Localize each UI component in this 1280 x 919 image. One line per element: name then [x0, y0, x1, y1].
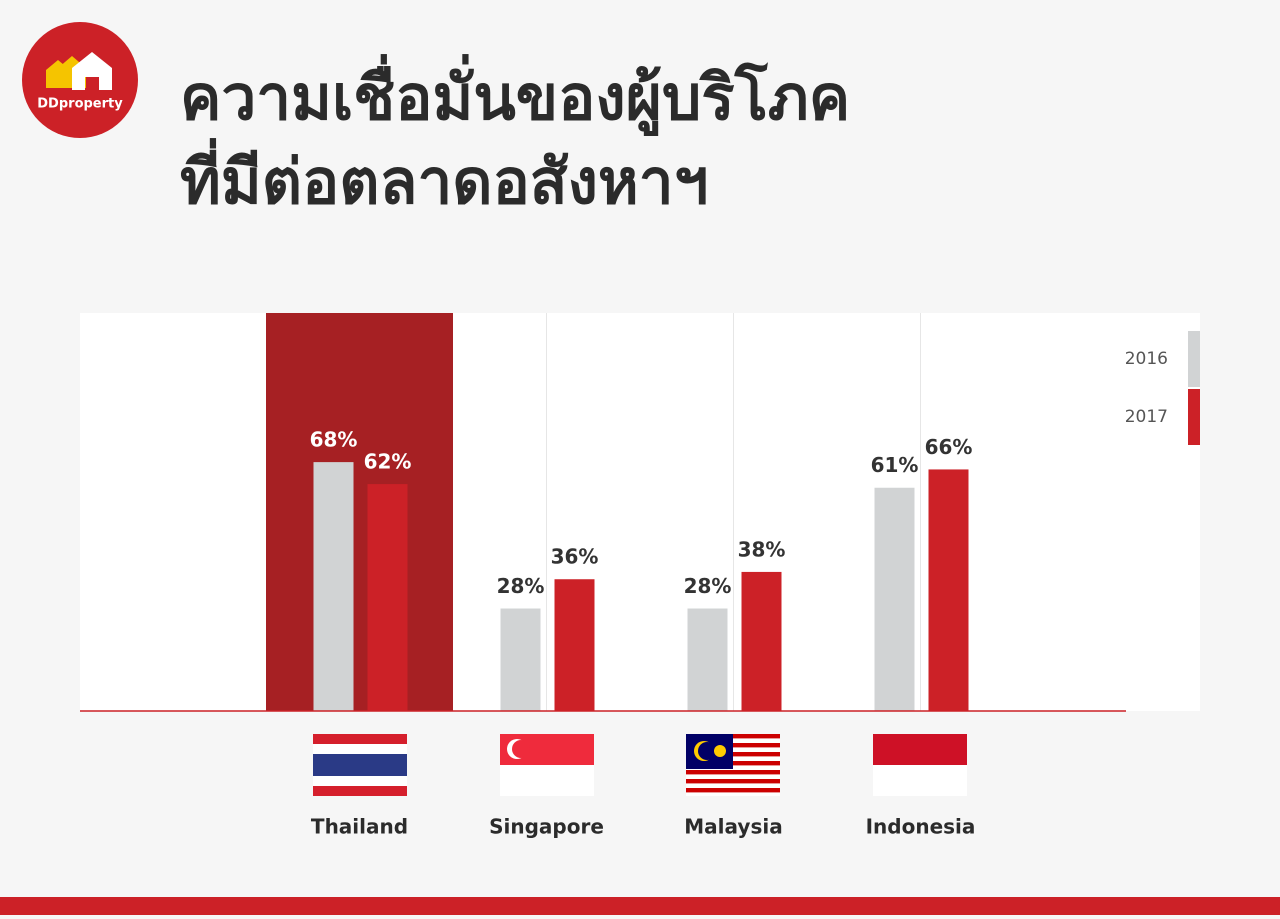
bar [741, 571, 782, 711]
flag-stripe [313, 734, 407, 744]
flag-stripe [686, 779, 780, 784]
flag-indonesia [873, 734, 967, 796]
value-label: 36% [551, 545, 599, 569]
value-label: 28% [497, 574, 545, 598]
bar [313, 462, 354, 711]
flag-stripe [873, 765, 967, 796]
flag-stripe [313, 786, 407, 796]
value-label: 66% [925, 435, 973, 459]
highlight-band [266, 313, 453, 711]
value-label: 38% [738, 537, 786, 561]
flag-malaysia [686, 734, 780, 796]
flag-singapore [500, 734, 594, 796]
flag-stripe [873, 734, 967, 765]
bar [687, 608, 728, 711]
logo: DDproperty [22, 22, 138, 138]
logo-text: DDproperty [37, 97, 123, 112]
bar [928, 469, 969, 711]
flag-moon [698, 742, 716, 760]
x-tick-label: Thailand [311, 815, 408, 839]
value-label: 62% [364, 450, 412, 474]
plot-area [80, 313, 1200, 711]
x-tick-label: Malaysia [684, 815, 782, 839]
legend-label: 2016 [1125, 349, 1168, 369]
x-tick-label: Singapore [489, 815, 604, 839]
value-label: 61% [871, 453, 919, 477]
legend-swatch [1188, 331, 1200, 387]
value-label: 28% [684, 574, 732, 598]
bar [367, 484, 408, 711]
bar [874, 487, 915, 711]
flag-star [714, 745, 726, 757]
flag-moon [512, 740, 530, 758]
logo-house [72, 52, 112, 90]
legend-label: 2017 [1125, 407, 1168, 427]
bar [500, 608, 541, 711]
flags [313, 734, 967, 796]
chart-title: ความเชื่อมั่นของผู้บริโภค [180, 54, 850, 136]
flag-stripe [500, 765, 594, 796]
legend-swatch [1188, 389, 1200, 445]
value-label: 68% [310, 428, 358, 452]
footer-bar [0, 897, 1280, 915]
bar [554, 579, 595, 711]
flag-stripe [313, 754, 407, 776]
x-tick-label: Indonesia [866, 815, 976, 839]
chart-title: ที่มีต่อตลาดอสังหาฯ [180, 138, 708, 218]
flag-stripe [686, 770, 780, 775]
flag-stripe [686, 788, 780, 793]
flag-thailand [313, 734, 407, 796]
